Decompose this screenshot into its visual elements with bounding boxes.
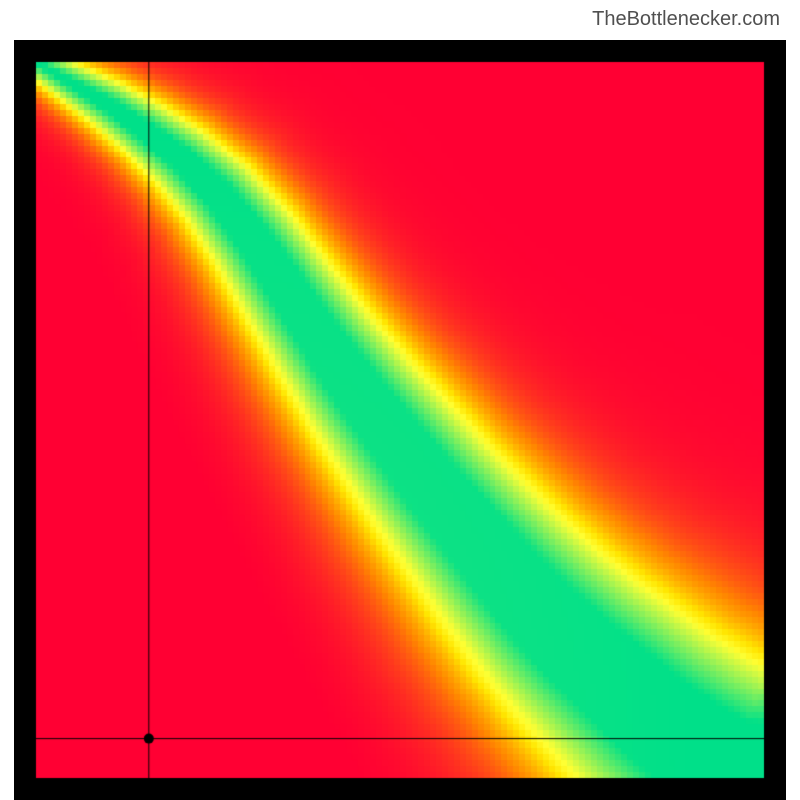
root-container: TheBottlenecker.com — [0, 0, 800, 800]
watermark-text: TheBottlenecker.com — [592, 8, 780, 31]
heatmap-chart — [14, 40, 786, 800]
heatmap-canvas — [14, 40, 786, 800]
